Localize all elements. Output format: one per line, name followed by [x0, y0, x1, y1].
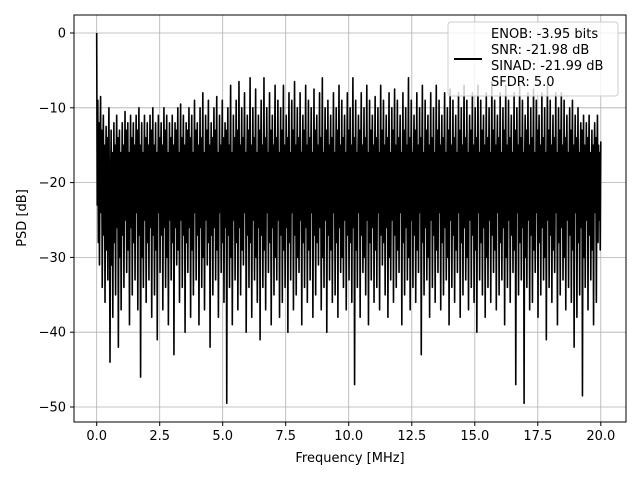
x-tick-label: 0.0 [86, 429, 107, 444]
legend-enob: ENOB: -3.95 bits [491, 27, 598, 42]
plot-frame [73, 14, 627, 423]
legend-box [447, 21, 619, 97]
x-axis-label: Frequency [MHz] [295, 451, 404, 466]
x-tick-label: 20.0 [586, 429, 615, 444]
x-tick-label: 7.5 [275, 429, 296, 444]
legend-snr: SNR: -21.98 dB [491, 43, 589, 58]
x-tick-label: 5.0 [212, 429, 233, 444]
legend-sfdr: SFDR: 5.0 [491, 75, 555, 90]
legend: ENOB: -3.95 bits SNR: -21.98 dB SINAD: -… [447, 21, 619, 97]
x-tick-label: 17.5 [523, 429, 552, 444]
psd-trace [95, 32, 602, 405]
legend-sinad: SINAD: -21.99 dB [491, 59, 603, 74]
y-tick-label: 0 [58, 27, 66, 42]
y-tick-label: −40 [39, 326, 66, 341]
psd-series-line [95, 32, 602, 405]
x-axis-ticks: 0.0 2.5 5.0 7.5 10.0 12.5 15.0 17.5 20.0 [86, 422, 615, 444]
y-tick-label: −10 [39, 101, 66, 116]
x-tick-label: 15.0 [460, 429, 489, 444]
y-axis-ticks: 0 −10 −20 −30 −40 −50 [39, 27, 74, 416]
y-axis-label: PSD [dB] [15, 189, 30, 247]
x-tick-label: 10.0 [334, 429, 363, 444]
y-tick-label: −50 [39, 401, 66, 416]
y-tick-label: −30 [39, 251, 66, 266]
x-tick-label: 2.5 [149, 429, 170, 444]
x-tick-label: 12.5 [397, 429, 426, 444]
y-tick-label: −20 [39, 176, 66, 191]
